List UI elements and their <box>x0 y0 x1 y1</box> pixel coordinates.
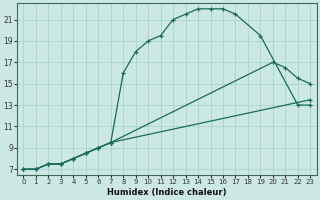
X-axis label: Humidex (Indice chaleur): Humidex (Indice chaleur) <box>107 188 227 197</box>
